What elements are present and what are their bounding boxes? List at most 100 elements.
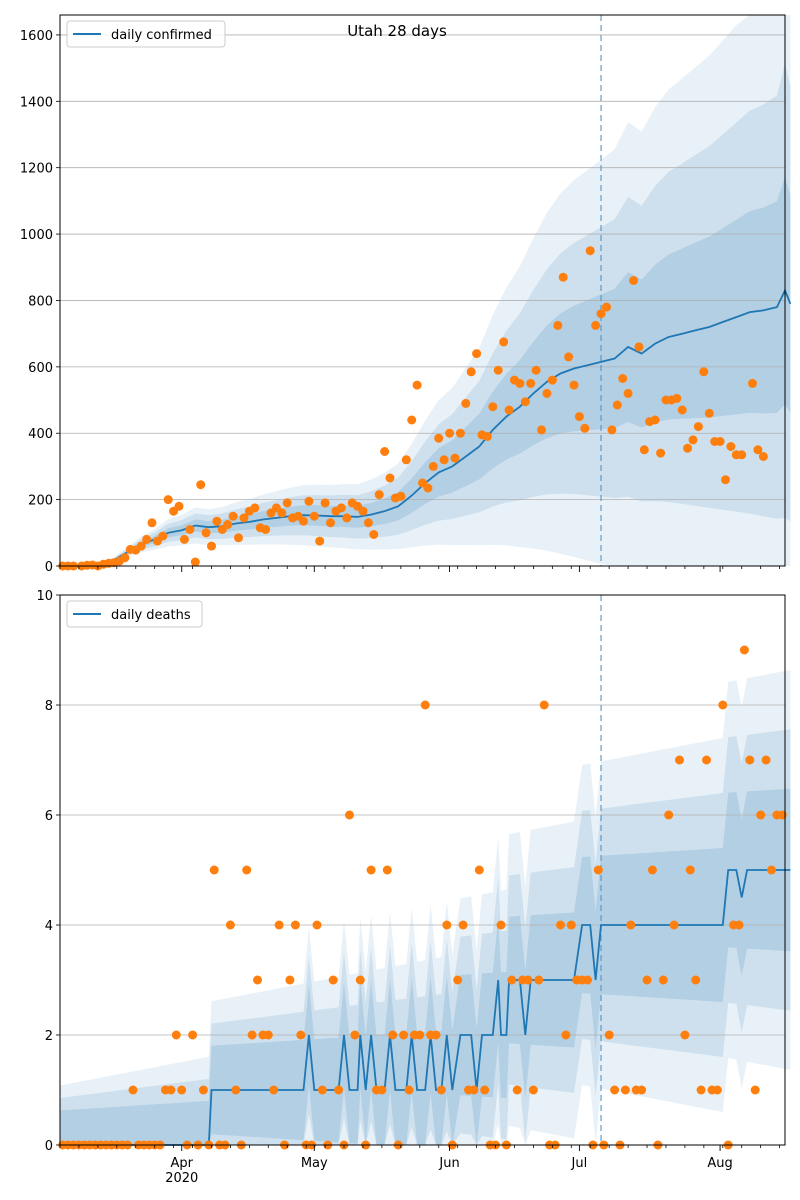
data-point: [163, 495, 173, 505]
data-point: [415, 1030, 425, 1040]
data-point: [761, 755, 771, 765]
data-point: [147, 518, 157, 528]
data-point: [712, 1085, 722, 1095]
data-point: [461, 398, 471, 408]
data-point: [739, 645, 749, 655]
data-point: [558, 272, 568, 282]
median-line: [60, 869, 791, 1146]
data-point: [634, 342, 644, 352]
data-point: [396, 491, 406, 501]
data-point: [377, 1085, 387, 1095]
data-point: [263, 1030, 273, 1040]
data-point: [388, 1030, 398, 1040]
data-point: [693, 422, 703, 432]
data-point: [664, 810, 674, 820]
y-tick-label: 400: [28, 427, 53, 442]
data-point: [455, 428, 465, 438]
data-point: [680, 1030, 690, 1040]
confirmed-scatter-points: [58, 246, 768, 571]
data-point: [171, 1030, 181, 1040]
y-tick-label: 1200: [20, 162, 53, 177]
data-point: [382, 865, 392, 875]
x-tick-label: May: [301, 1156, 328, 1171]
data-point: [358, 506, 368, 516]
data-point: [242, 865, 252, 875]
data-point: [675, 755, 684, 765]
data-point: [472, 349, 482, 359]
data-point: [542, 388, 552, 398]
plot-frame: [59, 14, 786, 567]
uncertainty-band: [60, 788, 791, 1145]
data-point: [399, 1030, 409, 1040]
data-point: [345, 810, 354, 820]
data-point: [528, 1085, 538, 1095]
data-point: [285, 975, 295, 985]
data-point: [304, 496, 314, 506]
data-point: [120, 553, 130, 563]
data-point: [296, 1030, 306, 1040]
confirmed-legend: daily confirmed: [66, 20, 226, 48]
confirmed-legend-label: daily confirmed: [111, 28, 212, 43]
data-point: [431, 1030, 441, 1040]
data-point: [350, 1030, 360, 1040]
data-point: [166, 1085, 176, 1095]
data-point: [499, 337, 509, 347]
data-point: [185, 525, 195, 534]
data-point: [526, 378, 536, 388]
data-point: [196, 480, 206, 490]
y-tick-label: 600: [28, 361, 53, 376]
data-point: [355, 975, 365, 985]
data-point: [758, 452, 768, 461]
data-point: [734, 920, 744, 930]
x-tick-label: Jul: [571, 1156, 588, 1171]
data-point: [553, 320, 563, 330]
data-point: [626, 920, 636, 930]
data-point: [336, 503, 346, 513]
x-tick-label: Apr: [170, 1156, 193, 1171]
data-point: [507, 975, 517, 985]
data-point: [277, 508, 287, 518]
data-point: [228, 511, 238, 521]
y-tick-label: 800: [28, 294, 53, 309]
data-point: [512, 1085, 522, 1095]
y-tick-label: 200: [28, 494, 53, 509]
data-point: [604, 1030, 614, 1040]
data-point: [136, 541, 146, 551]
data-point: [328, 975, 338, 985]
data-point: [566, 920, 576, 930]
data-point: [750, 1085, 760, 1095]
data-point: [531, 365, 541, 375]
data-point: [688, 435, 698, 445]
data-point: [412, 380, 422, 390]
data-point: [737, 450, 747, 460]
x-tick-year-label: 2020: [165, 1171, 198, 1186]
data-point: [561, 1030, 571, 1040]
data-point: [672, 393, 682, 403]
data-point: [593, 865, 603, 875]
y-tick-label: 10: [36, 589, 53, 604]
data-point: [756, 810, 766, 820]
data-point: [556, 920, 565, 930]
data-point: [612, 400, 622, 410]
data-point: [715, 437, 725, 446]
data-point: [366, 865, 376, 875]
data-point: [158, 531, 168, 541]
data-point: [753, 445, 763, 455]
data-point: [520, 397, 530, 407]
data-point: [261, 525, 271, 534]
data-point: [428, 461, 438, 471]
data-point: [174, 501, 184, 511]
data-point: [177, 1085, 187, 1095]
data-point: [607, 425, 617, 435]
y-tick-label: 8: [45, 699, 53, 714]
data-point: [539, 700, 549, 710]
x-tick-label: Aug: [707, 1156, 732, 1171]
deaths-uncertainty-bands: [60, 670, 791, 1145]
data-point: [466, 367, 476, 377]
deaths-legend: daily deaths: [66, 600, 203, 628]
data-point: [669, 920, 679, 930]
data-point: [482, 432, 492, 441]
data-point: [656, 448, 666, 458]
data-point: [564, 352, 574, 362]
